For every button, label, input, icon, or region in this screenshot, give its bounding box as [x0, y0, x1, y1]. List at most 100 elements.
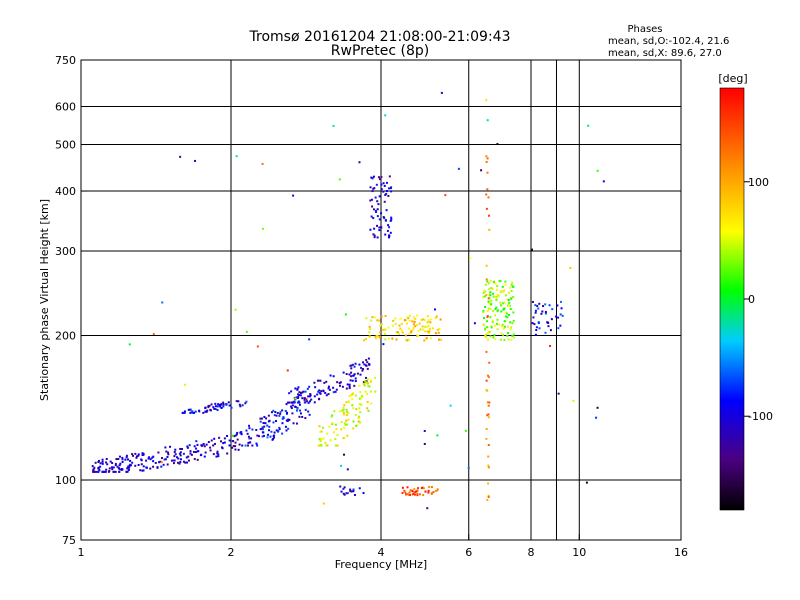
data-point — [397, 332, 400, 335]
data-point — [173, 462, 176, 465]
data-point — [365, 317, 368, 320]
data-point — [487, 376, 490, 379]
data-point — [318, 391, 321, 394]
data-point — [173, 459, 176, 462]
data-point — [560, 307, 563, 310]
data-point — [303, 397, 306, 400]
data-point — [342, 406, 345, 409]
data-point — [230, 406, 233, 409]
data-point — [264, 422, 267, 425]
data-point — [316, 393, 319, 396]
data-point — [335, 428, 338, 431]
data-point — [342, 408, 345, 411]
data-point — [134, 464, 137, 467]
data-point — [351, 404, 354, 407]
data-point — [205, 410, 208, 413]
data-point — [382, 190, 385, 193]
data-point — [407, 339, 410, 342]
data-point — [338, 384, 341, 387]
data-point — [258, 435, 261, 438]
data-point — [121, 458, 124, 461]
data-point — [493, 295, 496, 298]
data-point — [256, 444, 259, 447]
data-point — [261, 435, 264, 438]
data-point — [390, 190, 393, 193]
data-point — [416, 494, 419, 497]
data-point — [183, 410, 186, 413]
data-point — [286, 419, 289, 422]
data-point — [487, 413, 490, 416]
data-point — [544, 310, 547, 313]
data-point — [221, 446, 224, 449]
data-point — [273, 414, 276, 417]
data-point — [350, 367, 353, 370]
data-point — [95, 470, 98, 473]
data-point — [332, 386, 335, 389]
data-point — [367, 385, 370, 388]
data-point — [268, 429, 271, 432]
data-point — [506, 334, 509, 337]
data-point — [332, 375, 335, 378]
data-point — [209, 409, 212, 412]
data-point — [401, 491, 404, 494]
data-point — [359, 411, 362, 414]
data-point — [439, 318, 442, 321]
data-point — [278, 428, 281, 431]
data-point — [370, 402, 373, 405]
data-point — [495, 296, 498, 299]
data-point — [308, 395, 311, 398]
data-point — [391, 337, 394, 340]
data-point — [504, 280, 507, 283]
data-point — [485, 428, 488, 431]
data-point — [325, 380, 328, 383]
data-point — [370, 215, 373, 218]
data-point — [345, 408, 348, 411]
data-point — [486, 157, 489, 160]
data-point — [547, 325, 550, 328]
data-point — [499, 280, 502, 283]
data-point — [405, 322, 408, 325]
data-point — [189, 452, 192, 455]
data-point — [194, 410, 197, 413]
data-point — [435, 315, 438, 318]
data-point — [480, 169, 483, 172]
data-point — [487, 464, 490, 467]
data-point — [111, 462, 114, 465]
data-point — [158, 461, 161, 464]
phases-title: Phases — [627, 24, 662, 35]
data-point — [213, 407, 216, 410]
data-point — [352, 488, 355, 491]
data-point — [287, 418, 290, 421]
data-point — [486, 326, 489, 329]
data-point — [512, 295, 515, 298]
chart-title: Tromsø 20161204 21:08:00-21:09:43 — [249, 29, 511, 45]
data-point — [490, 287, 493, 290]
data-point — [510, 297, 513, 300]
data-point — [166, 455, 169, 458]
data-point — [388, 234, 391, 237]
data-point — [187, 455, 190, 458]
data-point — [342, 492, 345, 495]
data-point — [189, 450, 192, 453]
data-point — [193, 445, 196, 448]
data-point — [275, 420, 278, 423]
data-point — [376, 208, 379, 211]
data-point — [321, 426, 324, 429]
y-tick-label: 100 — [55, 474, 76, 487]
data-point — [164, 458, 167, 461]
data-point — [380, 323, 383, 326]
data-point — [486, 310, 489, 313]
data-point — [298, 391, 301, 394]
data-point — [291, 404, 294, 407]
data-point — [412, 323, 415, 326]
data-point — [506, 316, 509, 319]
data-point — [344, 313, 347, 316]
data-point — [245, 429, 248, 432]
data-point — [302, 390, 305, 393]
data-point — [399, 317, 402, 320]
data-point — [424, 490, 427, 493]
y-tick-label: 400 — [55, 185, 76, 198]
data-point — [369, 380, 372, 383]
data-point — [308, 400, 311, 403]
